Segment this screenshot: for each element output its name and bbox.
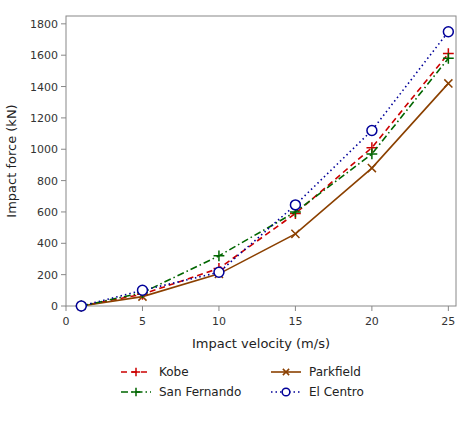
series-line: [81, 58, 448, 306]
data-point: [443, 27, 453, 37]
y-tick-label: 800: [37, 175, 58, 188]
y-tick: [61, 23, 66, 24]
x-tick: [448, 306, 449, 311]
legend-marker: [283, 369, 289, 375]
legend-label: San Fernando: [159, 385, 241, 399]
data-point: [366, 149, 377, 160]
y-tick-label: 1600: [30, 49, 58, 62]
x-tick-label: 5: [139, 315, 146, 328]
legend-label: Parkfield: [309, 365, 361, 379]
y-tick-label: 600: [37, 206, 58, 219]
data-point: [368, 164, 376, 172]
data-point: [367, 125, 377, 135]
chart-container: 0 5 10 15 20 25 0 200 400 600 800 1000 1200 1400 1600 1…: [0, 0, 474, 426]
series: [76, 27, 453, 311]
y-tick: [61, 55, 66, 56]
data-point: [76, 301, 87, 312]
y-tick-label: 1200: [30, 112, 58, 125]
y-tick-label: 1800: [30, 18, 58, 31]
series: [77, 79, 452, 310]
y-tick: [61, 149, 66, 150]
legend-item: Parkfield: [271, 365, 361, 379]
y-tick: [61, 243, 66, 244]
data-point: [214, 267, 224, 277]
legend: Kobe Parkfield San Fernando El Centro: [121, 365, 364, 399]
y-tick-label: 1000: [30, 143, 58, 156]
x-axis-label: Impact velocity (m/s): [192, 336, 330, 351]
x-tick: [371, 306, 372, 311]
data-point: [290, 200, 300, 210]
series: [76, 53, 454, 311]
y-tick: [61, 274, 66, 275]
y-tick-label: 0: [51, 300, 58, 313]
legend-marker: [282, 388, 290, 396]
x-tick-label: 0: [63, 315, 70, 328]
series-line: [81, 83, 448, 306]
x-tick-label: 25: [441, 315, 455, 328]
data-point: [291, 230, 299, 238]
x-tick-label: 10: [212, 315, 226, 328]
x-tick: [295, 306, 296, 311]
x-tick: [218, 306, 219, 311]
y-tick-label: 1400: [30, 81, 58, 94]
y-tick: [61, 86, 66, 87]
legend-label: El Centro: [309, 385, 364, 399]
legend-item: Kobe: [121, 365, 189, 379]
data-point: [214, 250, 225, 261]
data-point: [77, 302, 85, 310]
x-tick-label: 15: [288, 315, 302, 328]
legend-item: El Centro: [271, 385, 364, 399]
data-point: [444, 79, 452, 87]
x-tick-label: 20: [365, 315, 379, 328]
plot-frame: [66, 16, 456, 306]
chart-svg: 0 5 10 15 20 25 0 200 400 600 800 1000 1200 1400 1600 1…: [0, 0, 474, 426]
legend-marker: [132, 388, 140, 396]
y-tick: [61, 180, 66, 181]
series-line: [81, 32, 448, 306]
y-tick: [61, 211, 66, 212]
y-axis-label: Impact force (kN): [4, 104, 19, 217]
series-line: [81, 54, 448, 306]
series: [76, 48, 454, 311]
y-tick: [61, 117, 66, 118]
legend-marker: [132, 368, 140, 376]
legend-item: San Fernando: [121, 385, 241, 399]
data-point: [443, 53, 454, 64]
y-tick: [61, 306, 66, 307]
x-tick: [142, 306, 143, 311]
legend-label: Kobe: [159, 365, 189, 379]
plot-area: [76, 27, 454, 312]
data-point: [138, 285, 148, 295]
data-point: [76, 301, 87, 312]
y-tick-label: 400: [37, 237, 58, 250]
data-point: [76, 301, 86, 311]
x-tick: [66, 306, 67, 311]
y-tick-label: 200: [37, 269, 58, 282]
